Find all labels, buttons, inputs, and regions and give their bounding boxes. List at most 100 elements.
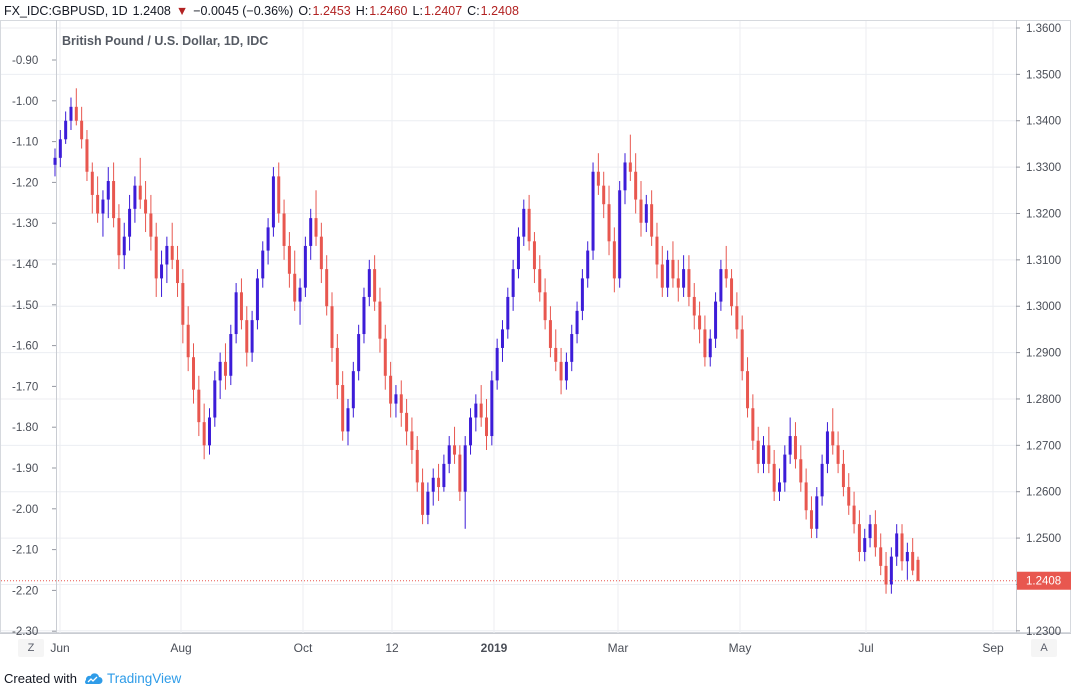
right-tick-label: 1.3500 (1026, 69, 1061, 81)
candle-body (239, 292, 243, 321)
zoom-toggle-button[interactable]: Z (18, 639, 44, 657)
candle-body (229, 334, 233, 376)
candle-body (751, 408, 755, 441)
candle-body (847, 487, 851, 506)
candle-body (841, 463, 845, 488)
candle-body (863, 538, 867, 552)
candle-body (80, 120, 84, 140)
plot-frame (0, 20, 1071, 633)
price-chart[interactable]: -0.90 -1.00 -1.10 -1.20 -1.30 -1.40 -1.50 -1.60… (0, 0, 1076, 665)
candle-body (90, 171, 94, 195)
candle-body (362, 296, 366, 335)
candle-body (101, 199, 105, 214)
candle-body (767, 445, 771, 464)
candle-body (628, 162, 632, 172)
open-value: 1.2453 (312, 4, 351, 18)
left-tick-label: -2.20 (12, 585, 38, 597)
left-tick-label: -1.70 (12, 381, 38, 393)
last-price-label: 1.2408 (1026, 576, 1061, 588)
low-label: L: (412, 4, 423, 18)
candle-body (389, 375, 393, 404)
candle-body (692, 296, 696, 316)
left-tick-label: -1.60 (12, 341, 38, 353)
right-axis: 1.3600 1.3500 1.3400 1.3300 1.3200 1.3100 1.30… (1016, 23, 1061, 638)
high-value: 1.2460 (369, 4, 408, 18)
candle-body (762, 445, 766, 464)
candle-body (820, 463, 824, 497)
candle-body (165, 245, 169, 265)
candle-body (207, 417, 211, 446)
candle-body (474, 403, 478, 418)
candle-body (442, 463, 446, 488)
left-tick-label: -0.90 (12, 55, 38, 67)
candle-body (58, 139, 62, 158)
candle-body (634, 171, 638, 200)
symbol-header: FX_IDC:GBPUSD, 1D 1.2408 ▼ −0.0045 (−0.3… (4, 2, 519, 20)
candle-body (437, 477, 441, 488)
candle-body (682, 269, 686, 288)
candle-body (655, 236, 659, 265)
candle-body (255, 278, 259, 321)
candle-body (490, 380, 494, 437)
symbol-label[interactable]: FX_IDC:GBPUSD, 1D (4, 4, 128, 18)
candle-body (426, 491, 430, 515)
candle-body (271, 176, 275, 228)
candle-body (479, 403, 483, 418)
candle-body (399, 394, 403, 413)
candle-body (202, 422, 206, 446)
left-tick-label: -1.20 (12, 177, 38, 189)
candle-body (671, 259, 675, 279)
candle-body (548, 320, 552, 348)
candle-body (266, 227, 270, 251)
candle-body (383, 338, 387, 376)
candle-body (740, 329, 744, 372)
x-tick-label: Mar (608, 641, 629, 655)
candle-body (804, 482, 808, 511)
right-tick-label: 1.2900 (1026, 348, 1061, 360)
candle-body (623, 162, 627, 191)
candle-body (223, 361, 227, 376)
candle-body (282, 213, 286, 246)
candle-body (314, 218, 318, 237)
candle-body (415, 449, 419, 483)
candle-body (138, 185, 142, 200)
high-label: H: (355, 4, 369, 18)
candle-body (687, 269, 691, 297)
candle-body (809, 510, 813, 529)
candle-body (319, 236, 323, 270)
price-change: −0.0045 (−0.36%) (193, 4, 294, 18)
auto-scale-button[interactable]: A (1031, 639, 1057, 657)
close-label: C: (467, 4, 480, 18)
candle-body (746, 371, 750, 409)
right-tick-label: 1.3300 (1026, 162, 1061, 174)
candle-body (889, 556, 893, 585)
candle-body (543, 292, 547, 321)
candle-body (735, 306, 739, 330)
candle-body (500, 329, 504, 348)
candle-body (772, 463, 776, 492)
tradingview-logo[interactable]: TradingView (83, 671, 181, 686)
candle-body (298, 287, 302, 302)
footer: Created with TradingView (4, 671, 181, 686)
chart-title: British Pound / U.S. Dollar, 1D, IDC (62, 34, 268, 48)
left-tick-label: -1.80 (12, 422, 38, 434)
x-axis: Jun Aug Oct 12 2019 Mar May Jul Sep (50, 641, 1004, 655)
right-tick-label: 1.2300 (1026, 626, 1061, 638)
candle-body (511, 269, 515, 297)
candle-body (453, 445, 457, 455)
candle-body (612, 241, 616, 279)
x-tick-label: Aug (170, 641, 191, 655)
candle-body (666, 259, 670, 288)
candle-body (793, 436, 797, 460)
candle-body (714, 301, 718, 339)
down-arrow-icon: ▼ (175, 4, 189, 18)
left-tick-label: -2.30 (12, 626, 38, 638)
candle-body (330, 306, 334, 348)
candle-body (458, 454, 462, 492)
x-tick-label: Jun (50, 641, 69, 655)
candles (53, 88, 920, 594)
x-axis-band (0, 634, 1071, 660)
candle-body (463, 445, 467, 492)
x-tick-label: Sep (982, 641, 1004, 655)
candle-body (309, 218, 313, 246)
